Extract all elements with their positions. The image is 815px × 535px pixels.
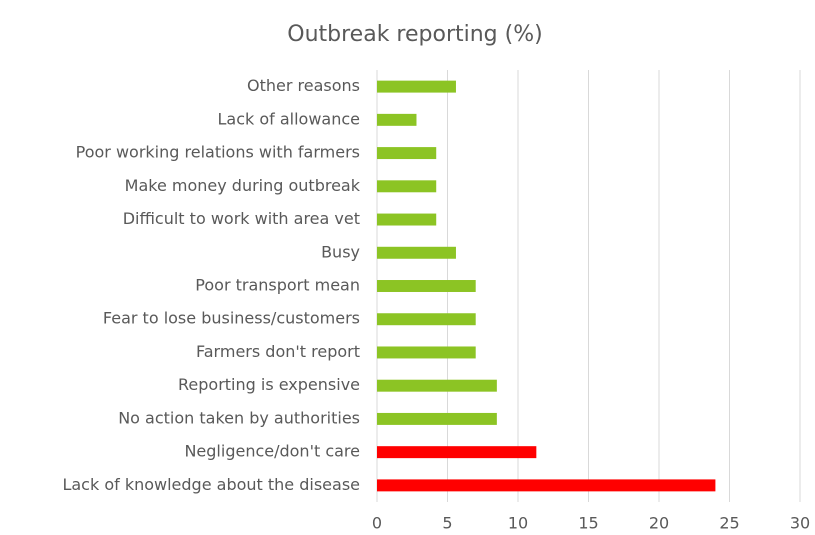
x-tick-label: 30 [790, 514, 810, 533]
bar [377, 147, 437, 160]
x-tick-label: 25 [719, 514, 739, 533]
y-tick-label: Lack of knowledge about the disease [62, 475, 360, 494]
bar [377, 412, 497, 425]
y-tick-label: Farmers don't report [196, 342, 360, 361]
bar [377, 446, 537, 459]
bar [377, 479, 716, 492]
bar [377, 246, 456, 259]
bar [377, 113, 417, 126]
bar [377, 280, 476, 292]
chart-title: Outbreak reporting (%) [287, 22, 542, 47]
y-tick-label: Difficult to work with area vet [123, 209, 360, 228]
bar [377, 313, 476, 326]
bar [377, 80, 456, 93]
x-tick-label: 10 [508, 514, 528, 533]
x-tick-label: 15 [578, 514, 598, 533]
y-tick-label: Make money during outbreak [125, 176, 361, 195]
y-tick-label: No action taken by authorities [118, 408, 360, 427]
y-tick-label: Other reasons [247, 76, 360, 95]
bar [377, 379, 497, 392]
bar [377, 213, 437, 226]
x-tick-label: 0 [372, 514, 382, 533]
y-tick-label: Poor transport mean [195, 276, 360, 295]
y-tick-label: Busy [321, 242, 360, 261]
bar [377, 346, 476, 359]
y-tick-label: Lack of allowance [217, 109, 360, 128]
y-tick-label: Negligence/don't care [184, 442, 360, 461]
y-tick-label: Reporting is expensive [178, 375, 360, 394]
y-tick-label: Poor working relations with farmers [76, 143, 360, 162]
bar [377, 180, 437, 193]
x-tick-label: 5 [442, 514, 452, 533]
x-tick-label: 20 [649, 514, 669, 533]
y-tick-label: Fear to lose business/customers [103, 309, 360, 328]
